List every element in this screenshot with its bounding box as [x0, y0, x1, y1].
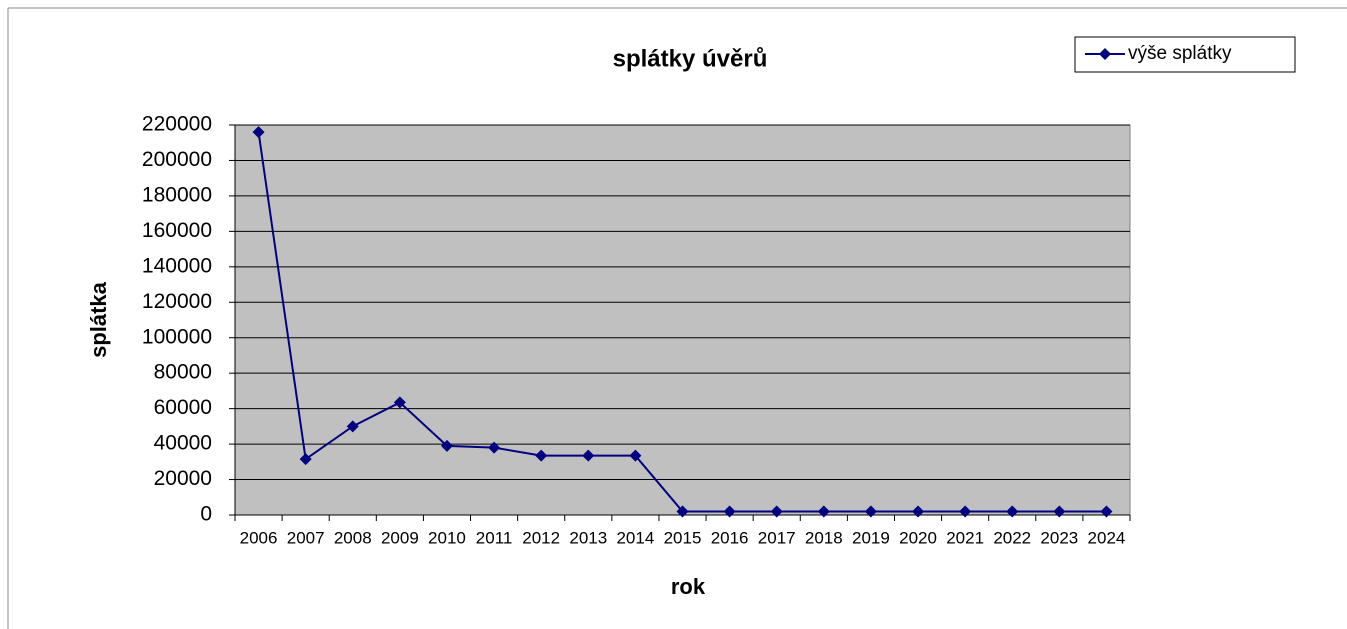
- x-tick-label: 2008: [334, 528, 372, 547]
- marker: [1006, 505, 1019, 518]
- x-tick-label: 2013: [569, 528, 607, 547]
- x-tick-label: 2022: [993, 528, 1031, 547]
- x-tick-label: 2007: [287, 528, 325, 547]
- y-tick-label: 200000: [142, 148, 212, 171]
- legend-label: výše splátky: [1128, 43, 1232, 64]
- y-axis-title: splátka: [86, 281, 111, 358]
- marker: [582, 449, 595, 462]
- y-tick-label: 60000: [154, 396, 212, 419]
- marker: [535, 449, 548, 462]
- y-tick-label: 20000: [154, 467, 212, 490]
- marker: [299, 453, 312, 466]
- x-axis-title: rok: [671, 574, 706, 599]
- x-tick-label: 2024: [1088, 528, 1126, 547]
- x-tick-label: 2006: [240, 528, 278, 547]
- marker: [959, 505, 972, 518]
- x-tick-label: 2021: [946, 528, 984, 547]
- x-tick-label: 2012: [522, 528, 560, 547]
- x-tick-label: 2010: [428, 528, 466, 547]
- y-tick-label: 220000: [142, 113, 212, 136]
- marker: [488, 441, 501, 454]
- x-tick-label: 2015: [664, 528, 702, 547]
- x-tick-label: 2017: [758, 528, 796, 547]
- x-tick-label: 2009: [381, 528, 419, 547]
- y-tick-label: 0: [200, 503, 212, 526]
- marker: [393, 396, 406, 409]
- x-tick-label: 2019: [852, 528, 890, 547]
- marker: [1100, 505, 1113, 518]
- marker: [676, 505, 689, 518]
- x-tick-label: 2018: [805, 528, 843, 547]
- y-tick-label: 120000: [142, 290, 212, 313]
- marker: [770, 505, 783, 518]
- y-tick-label: 180000: [142, 183, 212, 206]
- marker: [723, 505, 736, 518]
- marker: [912, 505, 925, 518]
- x-tick-label: 2023: [1040, 528, 1078, 547]
- marker: [817, 505, 830, 518]
- marker: [864, 505, 877, 518]
- marker: [440, 439, 453, 452]
- x-tick-label: 2014: [616, 528, 654, 547]
- marker: [252, 126, 265, 139]
- chart-title: splátky úvěrů: [613, 45, 768, 72]
- plot-area: [234, 124, 1131, 516]
- y-tick-label: 160000: [142, 219, 212, 242]
- x-tick-label: 2016: [711, 528, 749, 547]
- marker: [346, 420, 359, 433]
- y-tick-label: 100000: [142, 325, 212, 348]
- marker: [629, 449, 642, 462]
- marker: [1053, 505, 1066, 518]
- x-tick-label: 2020: [899, 528, 937, 547]
- y-tick-label: 40000: [154, 432, 212, 455]
- y-tick-label: 140000: [142, 254, 212, 277]
- y-tick-label: 80000: [154, 361, 212, 384]
- legend-marker: [1099, 48, 1111, 60]
- x-tick-label: 2011: [476, 528, 513, 547]
